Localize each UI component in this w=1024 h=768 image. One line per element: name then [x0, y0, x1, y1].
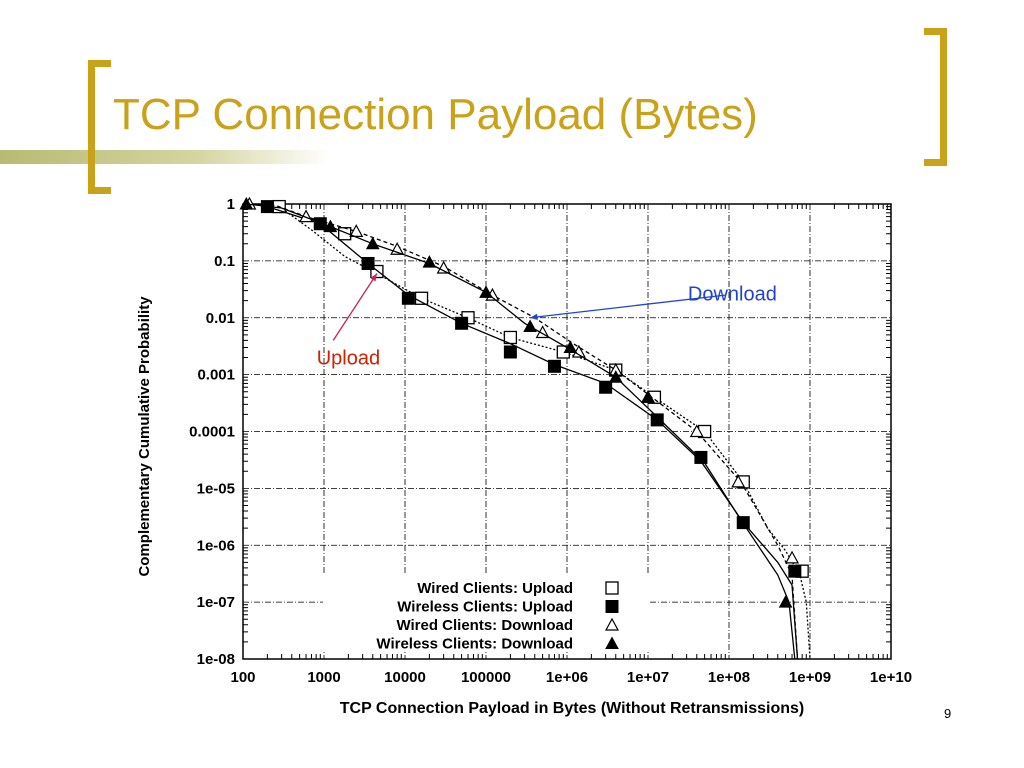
left-bracket-decoration	[88, 60, 111, 194]
data-point-marker	[605, 600, 619, 613]
annotation-arrowhead	[370, 273, 377, 282]
y-tick-label: 1e-06	[197, 537, 235, 554]
y-tick-label: 0.001	[197, 367, 235, 384]
legend-entry-label: Wireless Clients: Download	[376, 636, 573, 653]
series-2	[254, 200, 802, 660]
data-point-marker	[401, 291, 415, 305]
y-tick-label: 1e-07	[197, 594, 235, 611]
legend-background	[323, 574, 649, 652]
data-point-marker	[604, 617, 620, 631]
slide-number: 9	[944, 706, 952, 721]
series-4	[239, 196, 796, 660]
data-point-marker	[599, 380, 613, 394]
legend-entry-label: Wireless Clients: Upload	[397, 599, 573, 616]
data-point-marker	[547, 359, 561, 373]
data-point-marker	[650, 413, 664, 427]
x-tick-label: 100000	[461, 669, 511, 686]
data-point-marker	[608, 370, 623, 383]
data-point-marker	[436, 260, 451, 274]
x-axis-label: TCP Connection Payload in Bytes (Without…	[340, 700, 805, 717]
data-point-marker	[361, 256, 375, 270]
data-point-marker	[422, 255, 437, 268]
plot-frame	[242, 203, 892, 660]
data-point-marker	[503, 345, 517, 359]
data-point-marker	[239, 196, 254, 210]
data-point-marker	[641, 390, 655, 403]
data-point-marker	[785, 550, 800, 564]
y-tick-label: 0.0001	[189, 424, 235, 441]
y-tick-label: 1e-05	[197, 480, 235, 497]
data-point-marker	[523, 319, 537, 333]
right-bracket-decoration	[924, 28, 947, 166]
data-point-marker	[563, 340, 578, 353]
data-point-marker	[479, 285, 493, 298]
legend-entry-label: Wired Clients: Upload	[417, 580, 573, 597]
x-tick-label: 1e+07	[627, 669, 669, 686]
x-tick-label: 10000	[384, 669, 426, 686]
annotation-arrowhead	[530, 313, 538, 320]
annotation-label: Download	[688, 284, 777, 306]
x-tick-label: 100	[230, 669, 255, 686]
slide-title: TCP Connection Payload (Bytes)	[113, 90, 758, 139]
data-point-marker	[605, 636, 619, 649]
x-tick-label: 1e+08	[708, 669, 750, 686]
legend-entry-label: Wired Clients: Download	[396, 617, 573, 634]
data-point-marker	[689, 424, 704, 438]
data-point-marker	[313, 217, 327, 231]
x-tick-label: 1e+10	[870, 669, 912, 686]
data-point-marker	[605, 581, 619, 595]
data-point-marker	[365, 236, 380, 250]
y-axis-label: Complementary Cumulative Probability	[136, 296, 153, 577]
data-point-marker	[694, 450, 708, 464]
data-point-marker	[455, 316, 469, 330]
annotation-label: Upload	[317, 348, 380, 370]
data-point-marker	[788, 564, 802, 578]
y-tick-label: 1e-08	[197, 651, 235, 668]
y-tick-label: 0.01	[206, 310, 235, 327]
x-tick-label: 1e+06	[546, 669, 588, 686]
data-point-marker	[323, 219, 338, 233]
y-tick-label: 1	[227, 196, 235, 213]
data-point-marker	[731, 474, 746, 488]
y-tick-label: 0.1	[214, 253, 235, 270]
x-tick-label: 1000	[307, 669, 340, 686]
annotation-arrow-line	[529, 294, 726, 319]
title-underline-bar	[0, 150, 330, 164]
x-tick-label: 1e+09	[789, 669, 831, 686]
annotation-arrow-line	[332, 273, 378, 341]
data-point-marker	[778, 595, 793, 608]
